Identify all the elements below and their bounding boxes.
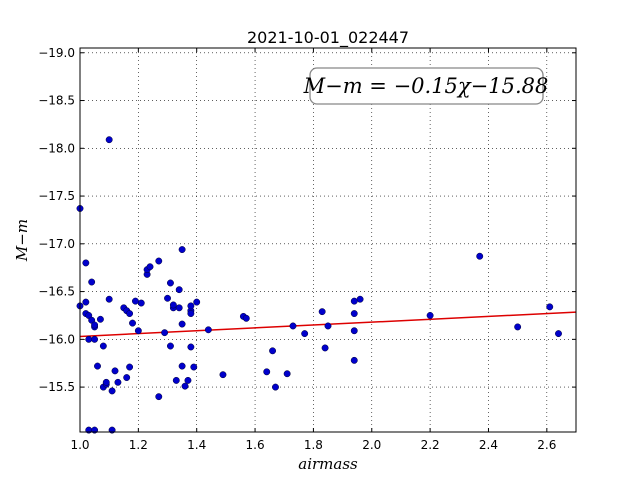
data-point xyxy=(105,136,113,144)
chart-title: 2021-10-01_022447 xyxy=(247,28,409,48)
x-tick-label: 2.4 xyxy=(479,438,498,452)
data-point xyxy=(283,370,291,378)
data-point xyxy=(155,257,163,265)
data-point xyxy=(131,297,139,305)
data-point xyxy=(321,344,329,352)
data-point xyxy=(126,363,134,371)
data-point xyxy=(187,343,195,351)
plot-area xyxy=(79,47,577,433)
data-point xyxy=(108,387,116,395)
data-point xyxy=(164,294,171,302)
x-axis-label: airmass xyxy=(298,455,358,473)
data-point xyxy=(169,301,177,309)
data-point xyxy=(82,259,90,267)
data-point xyxy=(161,329,169,337)
data-point xyxy=(105,295,113,303)
data-point xyxy=(514,323,522,331)
data-point xyxy=(99,342,107,350)
data-point xyxy=(94,362,101,370)
data-point xyxy=(555,330,562,338)
data-point xyxy=(476,252,484,260)
axis-ticks: 1.0 1.2 1.4 1.6 1.8 2.0 2.2 2.4 2.6 −15.5 −16.0 −16… xyxy=(38,46,576,452)
x-tick-label: 1.6 xyxy=(246,438,265,452)
data-point xyxy=(242,314,250,322)
data-point xyxy=(178,362,186,370)
data-point xyxy=(114,378,122,386)
data-point xyxy=(350,327,358,335)
y-tick-label: −19.0 xyxy=(38,46,75,60)
data-point xyxy=(129,319,136,327)
data-point xyxy=(272,383,279,391)
data-point xyxy=(155,393,163,401)
data-point xyxy=(263,368,271,376)
data-point xyxy=(426,312,434,319)
data-point xyxy=(190,363,198,371)
y-tick-label: −17.5 xyxy=(38,189,75,203)
y-tick-label: −16.0 xyxy=(38,332,75,346)
grid xyxy=(80,48,576,432)
data-point xyxy=(166,279,174,287)
data-point xyxy=(219,371,227,379)
data-point xyxy=(111,367,119,375)
x-tick-label: 1.4 xyxy=(187,438,206,452)
data-point xyxy=(269,347,277,355)
y-tick-label: −18.0 xyxy=(38,141,75,155)
x-tick-label: 1.0 xyxy=(70,438,89,452)
x-tick-label: 1.2 xyxy=(129,438,148,452)
data-point xyxy=(324,322,332,330)
x-tick-label: 2.2 xyxy=(421,438,440,452)
data-point xyxy=(91,321,99,329)
data-point xyxy=(546,303,554,311)
data-point xyxy=(175,304,183,312)
x-tick-label: 2.6 xyxy=(537,438,556,452)
data-point xyxy=(166,342,174,350)
data-points xyxy=(76,136,562,434)
data-point xyxy=(137,299,145,307)
y-tick-label: −15.5 xyxy=(38,380,75,394)
data-point xyxy=(178,320,186,328)
y-axis-label: M−m xyxy=(13,219,31,262)
x-tick-label: 2.0 xyxy=(362,438,381,452)
annotation-text: M−m = −0.15χ−15.88 xyxy=(303,74,549,98)
data-point xyxy=(102,378,110,386)
data-point xyxy=(178,246,186,254)
data-point xyxy=(350,310,358,318)
data-point xyxy=(356,295,364,303)
data-point xyxy=(350,297,358,305)
data-point xyxy=(181,382,189,390)
data-point xyxy=(88,278,96,286)
data-point xyxy=(175,286,183,294)
data-point xyxy=(318,308,326,316)
y-tick-label: −17.0 xyxy=(38,237,75,251)
data-point xyxy=(193,298,201,306)
data-point xyxy=(187,310,195,318)
data-point xyxy=(172,376,180,384)
data-point xyxy=(82,298,90,306)
data-point xyxy=(301,330,309,338)
annotation-box xyxy=(309,67,544,105)
data-point xyxy=(91,335,99,343)
data-point xyxy=(85,335,93,343)
data-point xyxy=(204,326,212,334)
data-point xyxy=(289,322,297,330)
data-point xyxy=(187,302,195,310)
x-tick-label: 1.8 xyxy=(304,438,323,452)
data-point xyxy=(350,356,358,364)
data-point xyxy=(123,374,131,382)
data-point xyxy=(146,263,154,271)
fit-annotation: M−m = −0.15χ−15.88 xyxy=(303,67,549,105)
data-point xyxy=(134,327,142,335)
data-point xyxy=(126,310,134,318)
y-tick-label: −18.5 xyxy=(38,94,75,108)
data-point xyxy=(96,315,104,323)
y-tick-label: −16.5 xyxy=(38,285,75,299)
data-point xyxy=(184,376,192,384)
